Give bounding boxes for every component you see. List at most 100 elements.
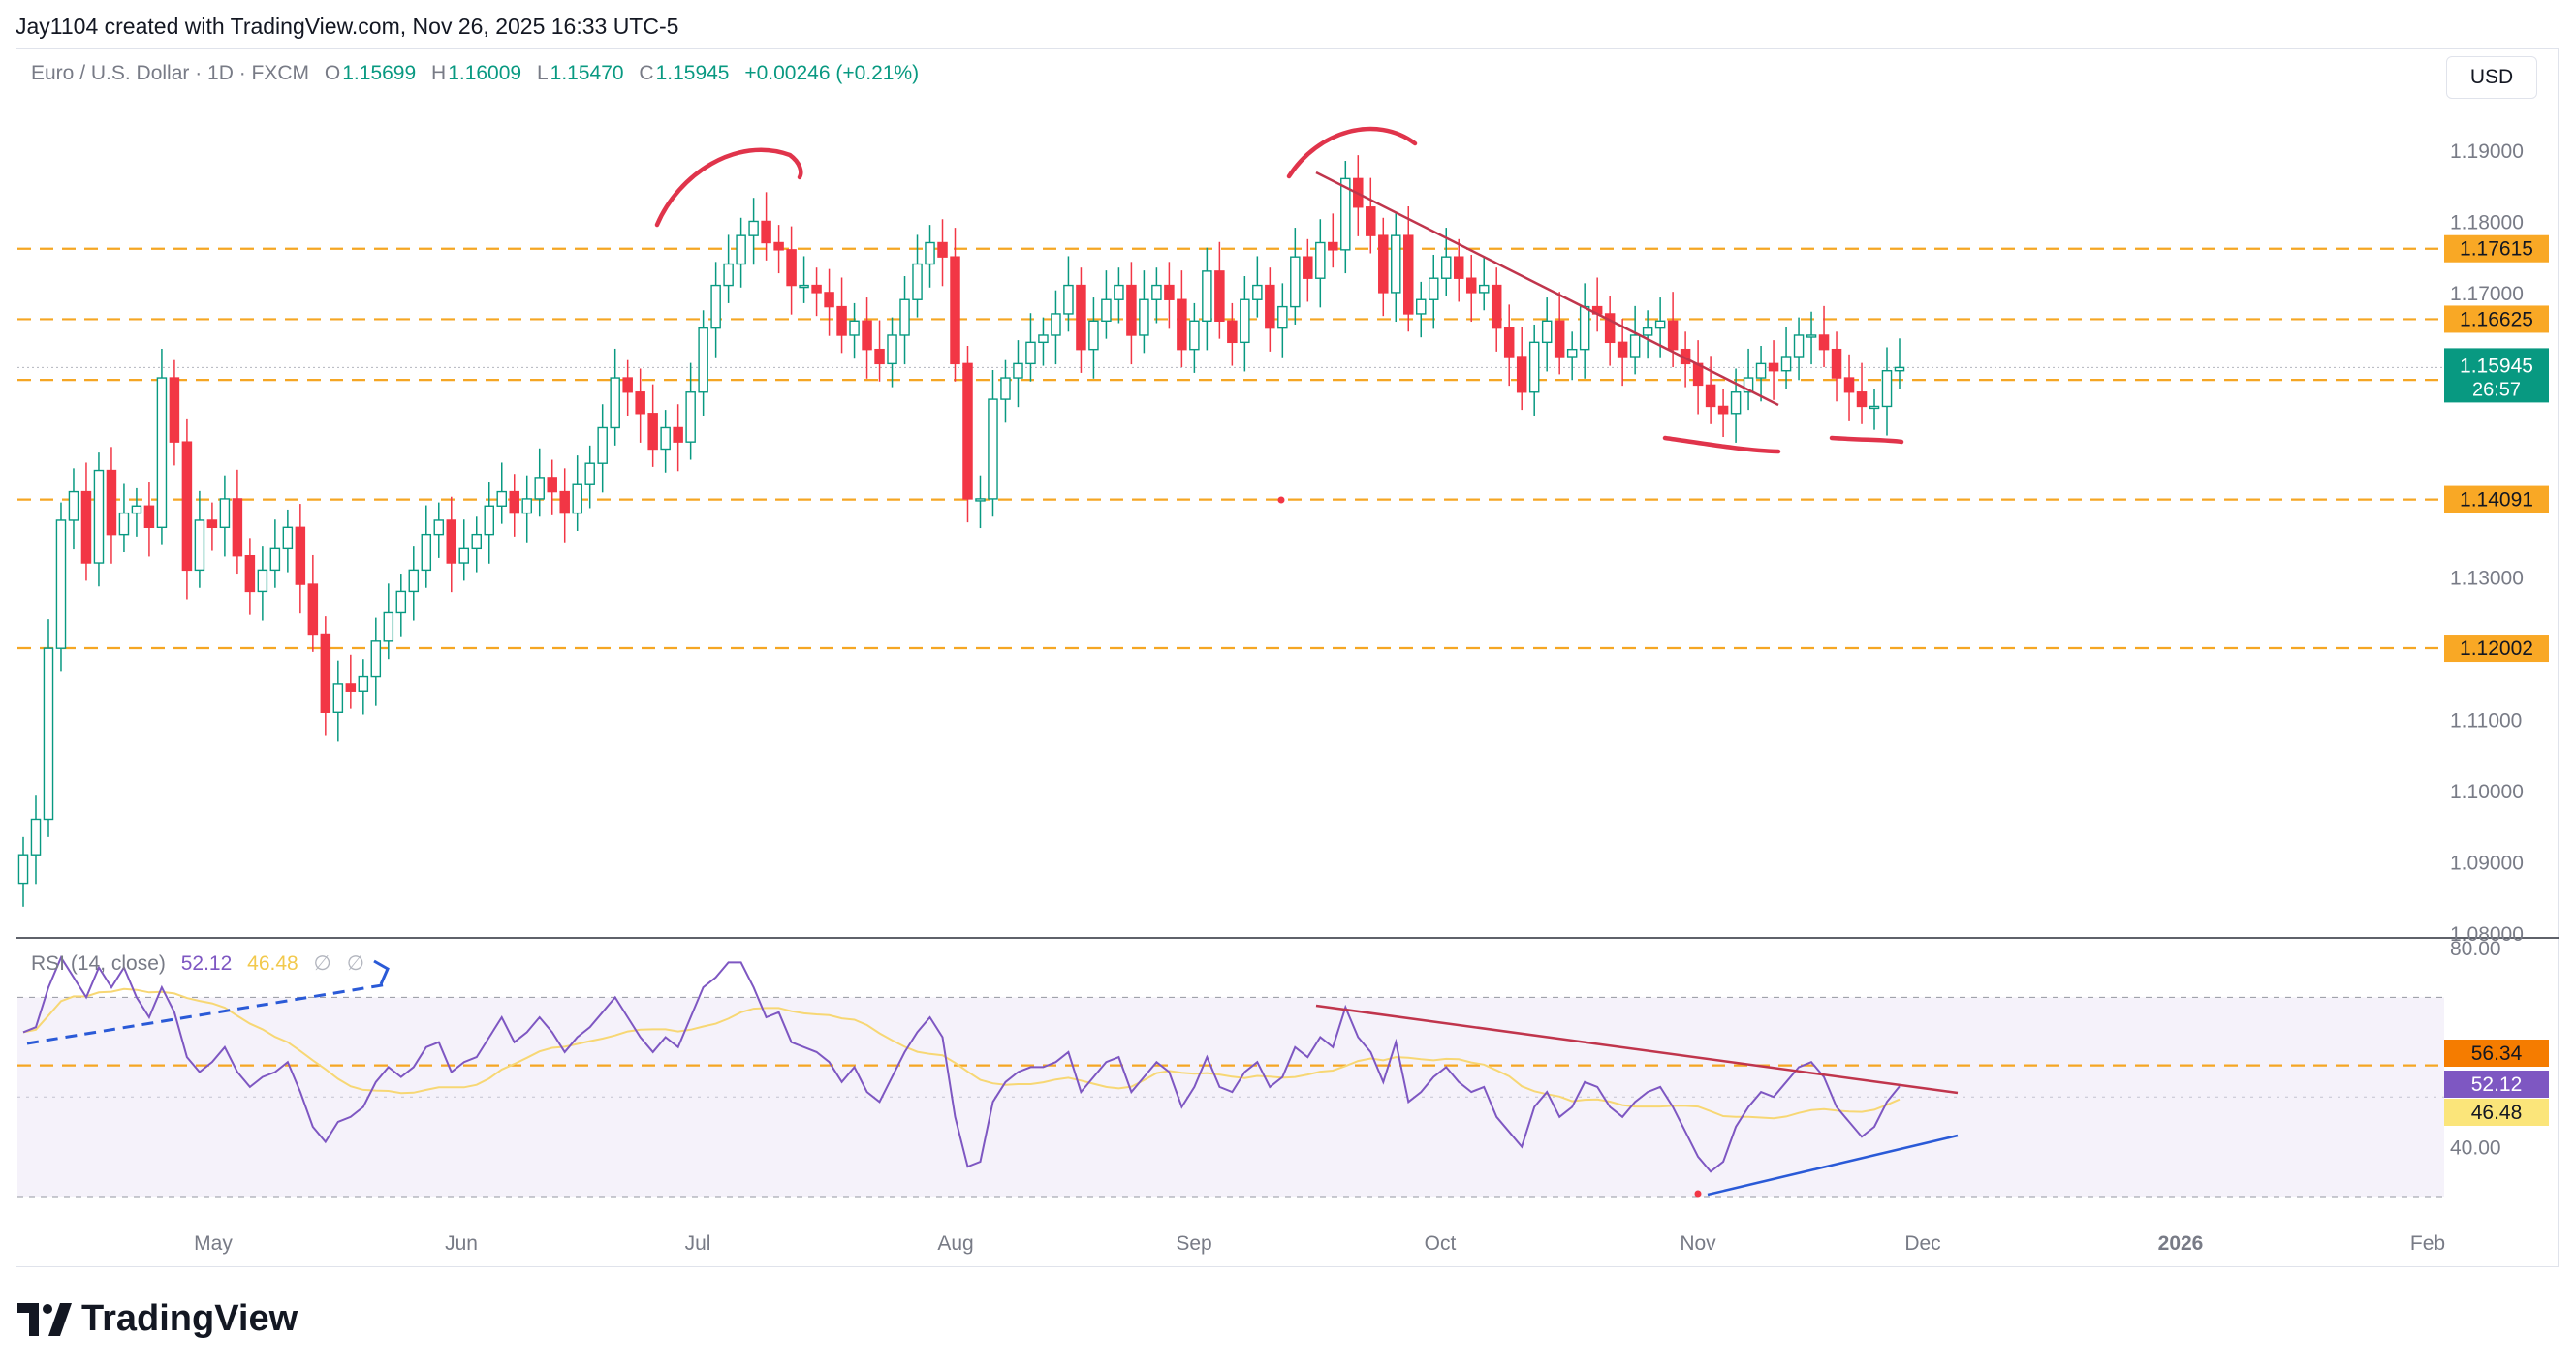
candle-down: [80, 490, 92, 564]
candle-up: [257, 569, 268, 593]
rsi-value-label: 52.12: [2471, 1073, 2523, 1096]
candle-up: [1151, 284, 1162, 300]
candle-up: [1063, 284, 1074, 315]
candle-up: [383, 611, 394, 642]
candle-up: [887, 334, 897, 365]
candle-up: [685, 391, 696, 443]
price-level-label-bg: [2444, 234, 2549, 263]
y-tick-label: 1.17000: [2450, 283, 2524, 305]
candle-down: [1717, 405, 1729, 415]
candle-up: [1139, 298, 1149, 336]
candle-up: [1013, 362, 1023, 379]
candle-down: [811, 284, 822, 294]
candle-up: [1894, 366, 1905, 372]
candle-down: [1126, 284, 1137, 336]
x-tick-label: Sep: [1176, 1232, 1211, 1255]
candle-up: [1440, 256, 1452, 279]
candle-down: [181, 441, 193, 572]
x-tick-label: Jun: [445, 1232, 478, 1255]
candle-down: [1265, 284, 1275, 329]
chart-frame: [16, 48, 2559, 1267]
candle-down: [1843, 377, 1855, 393]
x-tick-label: Oct: [1425, 1232, 1457, 1255]
candle-down: [635, 391, 645, 415]
candle-down: [1818, 334, 1830, 351]
rsi-value-label-bg: [2444, 1099, 2549, 1126]
candle-up: [1528, 341, 1540, 393]
candle-up: [1654, 320, 1666, 329]
rsi-empty-1: ∅: [313, 952, 331, 975]
candle-down: [962, 362, 973, 500]
candle-up: [710, 284, 721, 329]
x-tick-label: Feb: [2410, 1232, 2445, 1255]
candles-layer: [17, 155, 1905, 907]
candle-down: [622, 377, 633, 393]
low-label: L: [536, 62, 549, 84]
candle-up: [1566, 348, 1578, 358]
candle-down: [206, 519, 218, 529]
candle-down: [874, 348, 885, 365]
candle-up: [748, 220, 759, 236]
rsi-value-label: 56.34: [2471, 1042, 2523, 1065]
candle-up: [1881, 370, 1893, 408]
candle-up: [849, 320, 860, 336]
x-tick-label: 2026: [2158, 1232, 2204, 1255]
tradingview-brand[interactable]: TradingView: [17, 1298, 298, 1340]
candle-down: [673, 426, 683, 443]
hand-drawn-arc-september: [1286, 126, 1418, 179]
currency-button[interactable]: USD: [2446, 56, 2537, 99]
candle-up: [1277, 305, 1288, 329]
candle-up: [395, 590, 407, 614]
candle-down: [295, 526, 306, 585]
candle-down: [1617, 341, 1628, 358]
hand-drawn-support-1: [1662, 435, 1781, 454]
candle-down: [1328, 241, 1338, 251]
candle-up: [1730, 391, 1742, 415]
symbol-legend[interactable]: Euro / U.S. Dollar · 1D · FXCM O1.15699 …: [31, 62, 919, 85]
price-level-label-bg: [2444, 305, 2549, 333]
candle-up: [975, 498, 986, 502]
candle-down: [1227, 320, 1238, 344]
x-tick-label: Dec: [1904, 1232, 1940, 1255]
rsi-value: 52.12: [180, 952, 233, 975]
candle-down: [773, 241, 784, 251]
rsi-legend[interactable]: RSI (14, close) 52.12 46.48 ∅ ∅: [31, 951, 364, 976]
candle-up: [1755, 362, 1767, 379]
candle-down: [1768, 362, 1779, 372]
candle-up: [736, 234, 746, 265]
rsi-value-label-bg: [2444, 1071, 2549, 1098]
candle-up: [723, 263, 734, 287]
rsi-empty-2: ∅: [346, 952, 364, 975]
rsi-value-label-bg: [2444, 1040, 2549, 1067]
price-level-label-bg: [2444, 635, 2549, 663]
candle-down: [232, 498, 243, 557]
candle-up: [30, 818, 42, 856]
rsi-value-label: 46.48: [2471, 1102, 2523, 1124]
candle-up: [1114, 284, 1124, 300]
candle-up: [156, 377, 168, 529]
hand-drawn-arc-july: [654, 147, 803, 228]
candle-up: [282, 526, 294, 550]
candle-down: [1177, 298, 1187, 351]
y-tick-label: 1.09000: [2450, 853, 2524, 875]
candle-up: [1743, 377, 1754, 393]
candle-down: [547, 477, 557, 493]
price-level-label: 1.17615: [2460, 238, 2533, 261]
y-tick-label: 1.11000: [2450, 710, 2522, 732]
candle-down: [1503, 327, 1515, 358]
rsi-trendline-dashed: [26, 982, 389, 1045]
rsi-tick-label: 80.00: [2450, 938, 2501, 960]
candle-up: [1541, 320, 1553, 344]
candle-up: [1252, 284, 1263, 300]
candle-up: [1038, 334, 1049, 344]
rsi-layer: 56.34 52.12 46.48: [17, 955, 2549, 1198]
candle-up: [1416, 298, 1427, 315]
candle-up: [17, 854, 29, 885]
candle-up: [1240, 298, 1250, 344]
candle-up: [1478, 284, 1490, 294]
candle-up: [521, 498, 532, 514]
close-label: C: [639, 62, 654, 84]
candle-down: [1164, 284, 1175, 300]
candle-up: [219, 498, 231, 529]
